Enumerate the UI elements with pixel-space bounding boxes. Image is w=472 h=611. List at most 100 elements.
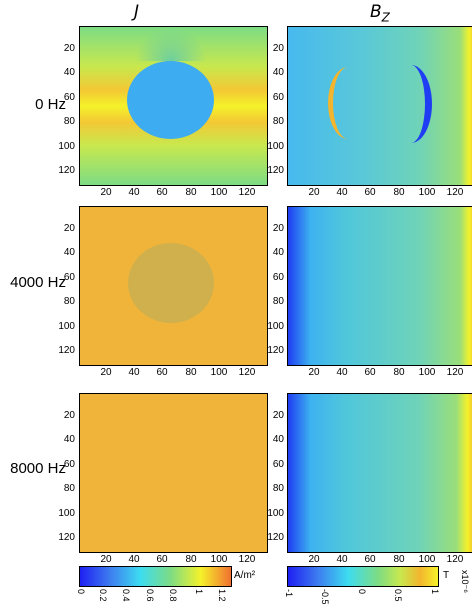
- bz-map-0hz-left-arc: [328, 67, 368, 139]
- xtick-j-8000hz-100: 100: [210, 554, 228, 565]
- j-map-4000hz: [79, 206, 268, 366]
- colorbar-bz-tick-0: 0: [357, 589, 367, 595]
- ytick-j-4000hz-60: 60: [63, 272, 75, 283]
- xtick-j-0hz-100: 100: [210, 187, 228, 198]
- ytick-bz-4000hz-100: 100: [267, 321, 284, 332]
- xtick-j-8000hz-120: 120: [238, 554, 256, 565]
- xtick-j-4000hz-100: 100: [210, 367, 228, 378]
- ytick-bz-4000hz-40: 40: [272, 247, 284, 258]
- xtick-bz-8000hz-120: 120: [446, 554, 464, 565]
- xtick-j-4000hz-120: 120: [238, 367, 256, 378]
- xtick-j-8000hz-20: 20: [100, 554, 112, 565]
- ytick-j-8000hz-100: 100: [58, 508, 75, 519]
- ytick-bz-8000hz-40: 40: [272, 434, 284, 445]
- colorbar-j-tick-0.6: 0.6: [145, 589, 155, 602]
- ytick-bz-0hz-20: 20: [272, 43, 284, 54]
- xtick-j-0hz-60: 60: [156, 187, 168, 198]
- ytick-j-8000hz-20: 20: [63, 410, 75, 421]
- j-map-0hz-top-lobe: [135, 27, 207, 61]
- xtick-bz-4000hz-120: 120: [446, 367, 464, 378]
- row-label-8000hz: 8000 Hz: [10, 460, 66, 477]
- xtick-bz-4000hz-20: 20: [308, 367, 320, 378]
- colorbar-bz-tick-neg1: -1: [284, 589, 294, 598]
- bz-map-0hz: [287, 26, 472, 186]
- xtick-bz-0hz-20: 20: [308, 187, 320, 198]
- xtick-j-4000hz-40: 40: [128, 367, 140, 378]
- xtick-bz-0hz-120: 120: [446, 187, 464, 198]
- xtick-bz-0hz-60: 60: [364, 187, 376, 198]
- ytick-j-4000hz-80: 80: [63, 296, 75, 307]
- ytick-j-8000hz-60: 60: [63, 459, 75, 470]
- ytick-j-4000hz-100: 100: [58, 321, 75, 332]
- xtick-bz-4000hz-40: 40: [336, 367, 348, 378]
- ytick-j-0hz-100: 100: [58, 141, 75, 152]
- ytick-j-0hz-120: 120: [58, 165, 75, 176]
- xtick-bz-4000hz-100: 100: [418, 367, 436, 378]
- colorbar-j-tick-0.4: 0.4: [121, 589, 131, 602]
- xtick-bz-0hz-100: 100: [418, 187, 436, 198]
- ytick-bz-8000hz-60: 60: [272, 459, 284, 470]
- ytick-j-8000hz-80: 80: [63, 483, 75, 494]
- xtick-bz-8000hz-40: 40: [336, 554, 348, 565]
- ytick-j-0hz-80: 80: [63, 116, 75, 127]
- j-map-0hz: [79, 26, 268, 186]
- ytick-j-8000hz-40: 40: [63, 434, 75, 445]
- row-label-4000hz: 4000 Hz: [10, 274, 66, 291]
- xtick-bz-0hz-40: 40: [336, 187, 348, 198]
- ytick-j-0hz-20: 20: [63, 43, 75, 54]
- ytick-bz-0hz-120: 120: [267, 165, 284, 176]
- column-header-bz-sub: Z: [381, 10, 390, 25]
- row-label-0hz: 0 Hz: [35, 96, 66, 113]
- xtick-j-0hz-80: 80: [185, 187, 197, 198]
- xtick-bz-8000hz-100: 100: [418, 554, 436, 565]
- colorbar-bz-unit: T: [443, 570, 450, 581]
- ytick-bz-4000hz-120: 120: [267, 345, 284, 356]
- ytick-bz-8000hz-80: 80: [272, 483, 284, 494]
- ytick-bz-0hz-60: 60: [272, 92, 284, 103]
- colorbar-j-tick-1: 1: [194, 589, 204, 595]
- ytick-j-4000hz-20: 20: [63, 223, 75, 234]
- xtick-bz-4000hz-60: 60: [364, 367, 376, 378]
- bz-map-4000hz: [287, 206, 472, 366]
- column-header-j: J: [134, 2, 140, 22]
- xtick-j-0hz-20: 20: [100, 187, 112, 198]
- xtick-j-8000hz-60: 60: [156, 554, 168, 565]
- xtick-j-4000hz-20: 20: [100, 367, 112, 378]
- xtick-j-0hz-40: 40: [128, 187, 140, 198]
- ytick-j-4000hz-40: 40: [63, 247, 75, 258]
- xtick-j-8000hz-80: 80: [185, 554, 197, 565]
- colorbar-j-tick-0: 0: [76, 589, 86, 595]
- ytick-bz-0hz-40: 40: [272, 67, 284, 78]
- colorbar-j-tick-0.8: 0.8: [168, 589, 178, 602]
- colorbar-j-unit: A/m²: [234, 570, 256, 581]
- bz-map-8000hz: [287, 393, 472, 553]
- xtick-bz-8000hz-60: 60: [364, 554, 376, 565]
- colorbar-bz-exponent: x10⁻⁶: [460, 570, 470, 593]
- xtick-j-8000hz-40: 40: [128, 554, 140, 565]
- j-map-8000hz: [79, 393, 268, 553]
- xtick-j-0hz-120: 120: [238, 187, 256, 198]
- ytick-bz-4000hz-60: 60: [272, 272, 284, 283]
- ytick-j-4000hz-120: 120: [58, 345, 75, 356]
- xtick-bz-8000hz-80: 80: [393, 554, 405, 565]
- column-header-bz: BZ: [370, 2, 390, 24]
- ytick-j-0hz-40: 40: [63, 67, 75, 78]
- colorbar-j-tick-1.2: 1.2: [217, 589, 227, 602]
- colorbar-bz-tick-neg0.5: -0.5: [320, 589, 330, 605]
- ytick-bz-4000hz-20: 20: [272, 223, 284, 234]
- ytick-bz-0hz-100: 100: [267, 141, 284, 152]
- ytick-bz-4000hz-80: 80: [272, 296, 284, 307]
- xtick-j-4000hz-60: 60: [156, 367, 168, 378]
- ytick-bz-8000hz-100: 100: [267, 508, 284, 519]
- ytick-bz-8000hz-20: 20: [272, 410, 284, 421]
- colorbar-bz-tick-0.5: 0.5: [393, 589, 403, 602]
- ytick-j-8000hz-120: 120: [58, 532, 75, 543]
- xtick-bz-0hz-80: 80: [393, 187, 405, 198]
- ytick-bz-8000hz-120: 120: [267, 532, 284, 543]
- xtick-j-4000hz-80: 80: [185, 367, 197, 378]
- bz-map-0hz-right-arc: [390, 65, 432, 143]
- column-header-bz-main: B: [370, 2, 382, 22]
- ytick-j-0hz-60: 60: [63, 92, 75, 103]
- xtick-bz-8000hz-20: 20: [308, 554, 320, 565]
- colorbar-j-tick-0.2: 0.2: [98, 589, 108, 602]
